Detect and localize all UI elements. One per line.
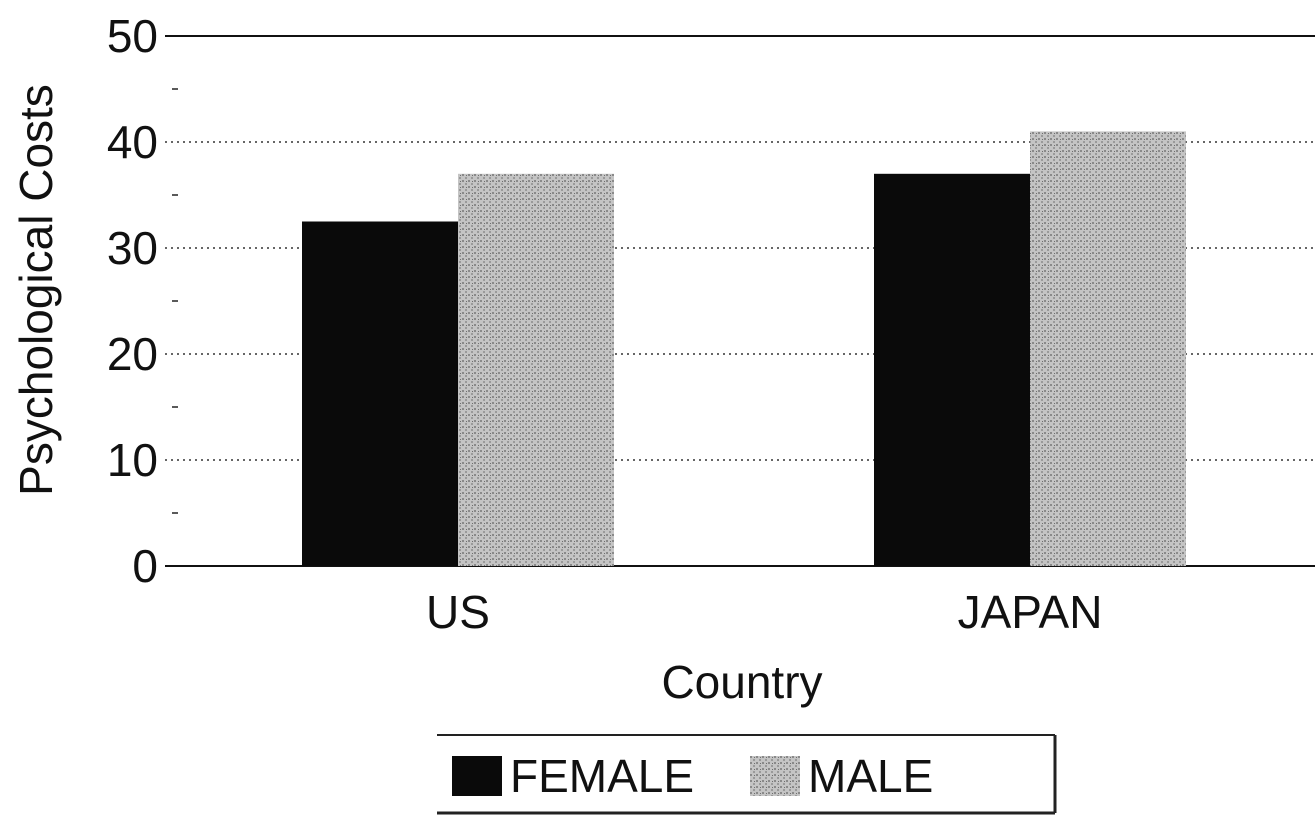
y-tick-label: 0	[132, 540, 158, 592]
bar-female-japan	[874, 173, 1030, 567]
x-axis-title: Country	[661, 656, 822, 708]
y-tick-label: 40	[107, 116, 158, 168]
legend-label-female: FEMALE	[510, 750, 694, 802]
y-minor-ticks	[172, 88, 178, 514]
legend-swatch-male	[750, 756, 800, 796]
bar-female-us	[302, 221, 458, 566]
y-tick-labels: 0 10 20 30 40 50	[107, 10, 158, 592]
bar-male-us	[458, 173, 614, 567]
legend-swatch-female	[452, 756, 502, 796]
y-axis-title: Psychological Costs	[10, 84, 62, 496]
legend-box	[437, 735, 1055, 813]
y-tick-label: 50	[107, 10, 158, 62]
x-tick-label: US	[426, 586, 490, 638]
legend: FEMALE MALE	[437, 734, 1057, 815]
bar-male-japan	[1030, 131, 1186, 566]
legend-label-male: MALE	[808, 750, 933, 802]
y-tick-label: 30	[107, 222, 158, 274]
bars	[302, 131, 1186, 567]
y-tick-label: 20	[107, 328, 158, 380]
y-tick-label: 10	[107, 434, 158, 486]
x-tick-labels: US JAPAN	[426, 586, 1102, 638]
x-tick-label: JAPAN	[958, 586, 1103, 638]
